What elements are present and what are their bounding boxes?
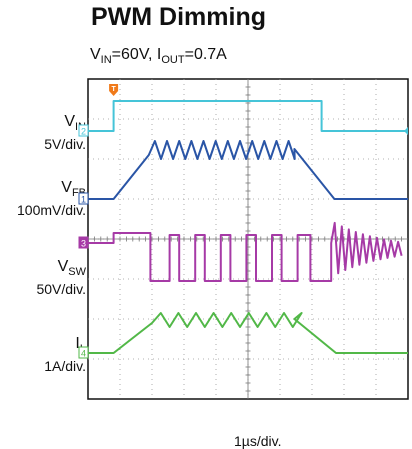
channel-markers: 2 1 3 4 T <box>78 84 408 359</box>
chart-title: PWM Dimming <box>91 3 266 31</box>
channel-label-vsw: VSW 50V/div. <box>36 258 86 298</box>
trigger-level-marker <box>404 127 408 135</box>
channel-scale-il: 1A/div. <box>44 358 86 375</box>
trace-il <box>88 312 408 354</box>
channel-scale-vfb: 100mV/div. <box>17 202 86 219</box>
channel-number-vsw: 3 <box>81 239 86 249</box>
trigger-marker <box>109 84 119 96</box>
channel-marker-vfb <box>78 192 89 205</box>
channel-scale-vin: 5V/div. <box>44 136 86 153</box>
channel-marker-vsw <box>78 236 89 249</box>
trigger-marker-label: T <box>111 86 116 93</box>
trace-vfb <box>88 140 408 200</box>
trace-vin <box>88 100 408 132</box>
channel-scale-vsw: 50V/div. <box>36 281 86 298</box>
channel-number-vin: 2 <box>81 127 86 137</box>
trace-vsw <box>88 221 403 282</box>
channel-number-vfb: 1 <box>81 195 86 205</box>
channel-marker-il <box>78 346 89 359</box>
channel-marker-vin <box>78 124 89 137</box>
channel-number-il: 4 <box>81 349 86 359</box>
time-scale-label: 1µs/div. <box>234 433 282 449</box>
plot-traces <box>88 100 408 354</box>
plot-grid <box>88 79 408 399</box>
chart-subtitle: VIN=60V, IOUT=0.7A <box>90 46 227 67</box>
